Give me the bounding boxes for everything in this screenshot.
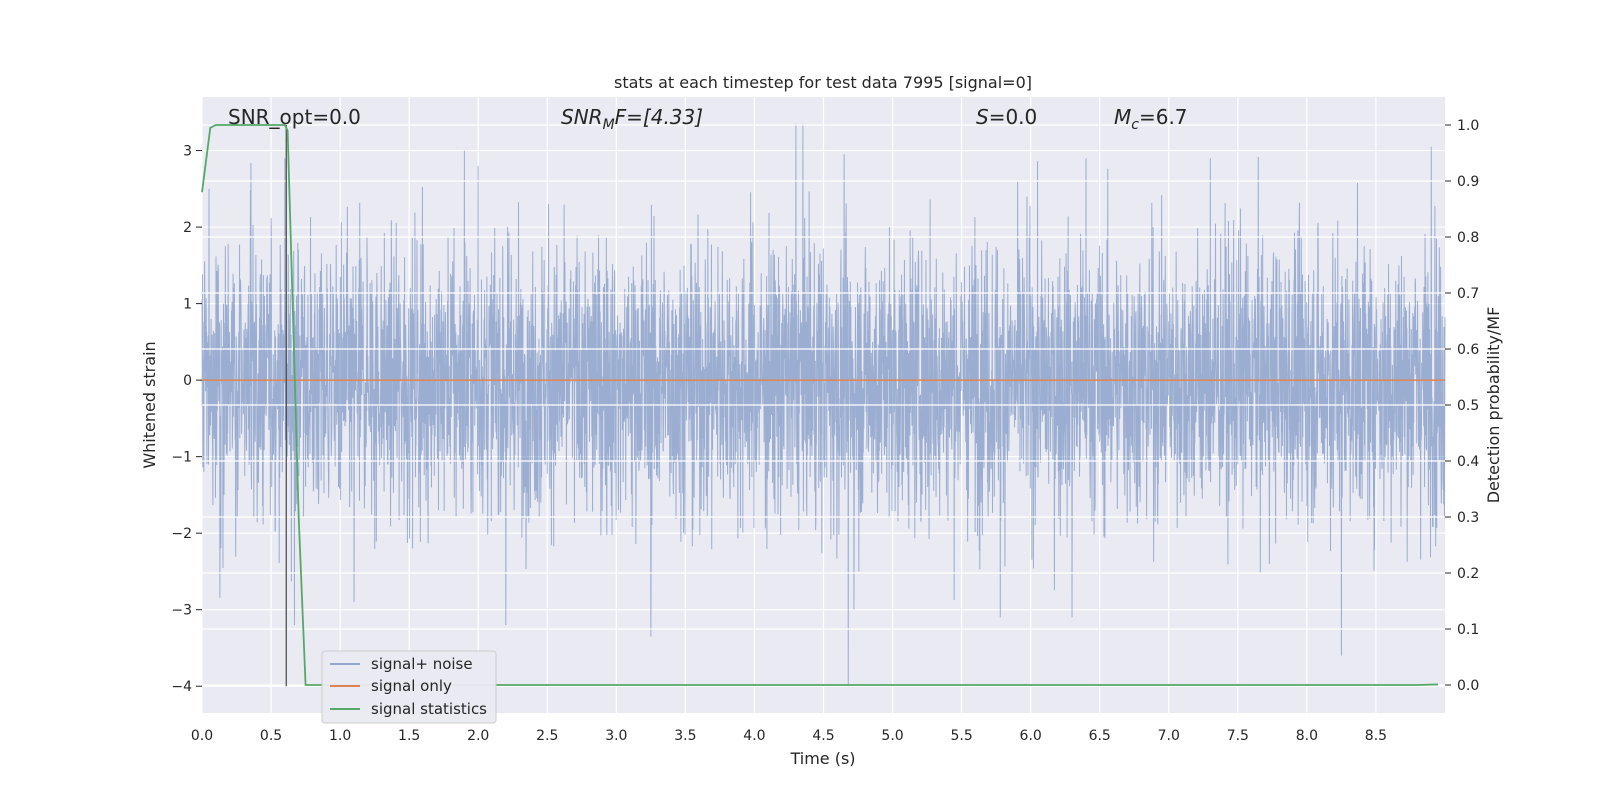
x-tick-label: 3.5 bbox=[674, 728, 696, 744]
y2-tick-label: 0.6 bbox=[1457, 342, 1479, 358]
legend-label-signal-only: signal only bbox=[371, 677, 452, 695]
y2-tick-label: 0.1 bbox=[1457, 622, 1479, 638]
y-tick-label: 0 bbox=[183, 373, 192, 389]
chart-title: stats at each timestep for test data 799… bbox=[614, 73, 1032, 92]
y-axis-ticks: 3 2 1 0 −1 −2 −3 −4 bbox=[171, 144, 202, 695]
y2-tick-label: 0.5 bbox=[1457, 398, 1479, 414]
y-tick-label: 2 bbox=[183, 220, 192, 236]
y-tick-label: −1 bbox=[171, 450, 192, 466]
snr-opt-annotation: SNR_opt=0.0 bbox=[228, 105, 361, 129]
mc-annotation: Mc=6.7 bbox=[1114, 105, 1188, 133]
x-tick-label: 0.5 bbox=[260, 728, 282, 744]
y-tick-label: −4 bbox=[171, 679, 192, 695]
x-tick-label: 4.5 bbox=[812, 728, 834, 744]
y2-tick-label: 0.4 bbox=[1457, 454, 1479, 470]
snr-mf-suffix: F=[4.33] bbox=[615, 105, 703, 129]
x-tick-label: 6.5 bbox=[1089, 728, 1111, 744]
legend-label-signal-noise: signal+ noise bbox=[371, 655, 473, 673]
s-suffix: =0.0 bbox=[989, 105, 1038, 129]
mc-sub: c bbox=[1131, 117, 1139, 133]
x-tick-label: 4.0 bbox=[743, 728, 765, 744]
mc-prefix: M bbox=[1114, 105, 1131, 129]
x-tick-label: 7.5 bbox=[1227, 728, 1249, 744]
series-signal-noise-line bbox=[201, 123, 1446, 687]
y2-tick-label: 0.0 bbox=[1457, 678, 1479, 694]
s-annotation: S=0.0 bbox=[976, 105, 1037, 129]
x-tick-label: 7.0 bbox=[1158, 728, 1180, 744]
x-tick-label: 3.0 bbox=[605, 728, 627, 744]
x-tick-label: 6.0 bbox=[1020, 728, 1042, 744]
x-tick-label: 1.0 bbox=[329, 728, 351, 744]
x-tick-label: 5.0 bbox=[881, 728, 903, 744]
snr-mf-annotation: SNRMF=[4.33] bbox=[561, 105, 703, 133]
y2-tick-label: 0.7 bbox=[1457, 286, 1479, 302]
legend: signal+ noise signal only signal statist… bbox=[321, 650, 497, 724]
y-axis-label: Whitened strain bbox=[140, 341, 159, 468]
snr-mf-prefix: SNR bbox=[561, 105, 603, 129]
y2-tick-label: 0.2 bbox=[1457, 566, 1479, 582]
x-tick-label: 8.5 bbox=[1365, 728, 1387, 744]
legend-box bbox=[321, 650, 497, 724]
y-tick-label: −3 bbox=[171, 603, 192, 619]
s-prefix: S bbox=[976, 105, 989, 129]
x-tick-label: 0.0 bbox=[191, 728, 213, 744]
x-tick-label: 2.0 bbox=[467, 728, 489, 744]
x-axis-label: Time (s) bbox=[789, 749, 855, 768]
y-tick-label: 3 bbox=[183, 144, 192, 160]
y-tick-label: 1 bbox=[183, 297, 192, 313]
y2-tick-label: 0.3 bbox=[1457, 510, 1479, 526]
x-axis-ticks: 0.0 0.5 1.0 1.5 2.0 2.5 3.0 3.5 4.0 4.5 5.0 5.5 6.0 6… bbox=[191, 728, 1387, 744]
x-tick-label: 1.5 bbox=[398, 728, 420, 744]
y-tick-label: −2 bbox=[171, 526, 192, 542]
y2-tick-label: 0.9 bbox=[1457, 174, 1479, 190]
x-tick-label: 2.5 bbox=[536, 728, 558, 744]
x-tick-label: 8.0 bbox=[1296, 728, 1318, 744]
y2-axis-ticks: 1.0 0.9 0.8 0.7 0.6 0.5 0.4 0.3 0.2 0.1 0.0 bbox=[1445, 118, 1479, 694]
y2-axis-label: Detection probability/MF bbox=[1484, 307, 1503, 504]
snr-mf-sub: M bbox=[603, 117, 615, 133]
mc-suffix: =6.7 bbox=[1139, 105, 1188, 129]
legend-label-signal-statistics: signal statistics bbox=[371, 700, 487, 718]
y2-tick-label: 0.8 bbox=[1457, 230, 1479, 246]
y2-tick-label: 1.0 bbox=[1457, 118, 1479, 134]
signal-noise-series bbox=[201, 123, 1446, 687]
x-tick-label: 5.5 bbox=[950, 728, 972, 744]
